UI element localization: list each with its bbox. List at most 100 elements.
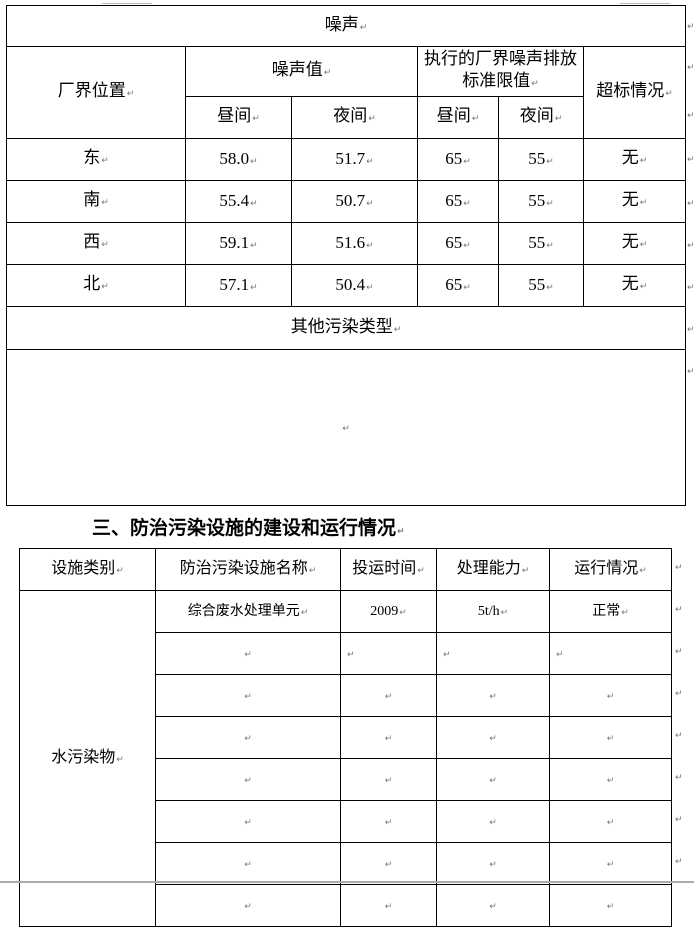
empty-cell[interactable]: ↵ — [155, 884, 341, 927]
row-end-mark: ↵ — [675, 815, 683, 825]
header-standard: 执行的厂界噪声排放标准限值 — [417, 46, 584, 97]
row-end-mark: ↵ — [687, 111, 694, 121]
location: 南 — [6, 180, 186, 223]
table-row: ↵ ↵ ↵ ↵ — [20, 842, 672, 885]
night-value: 50.4 — [291, 264, 418, 307]
empty-cell[interactable]: ↵ — [549, 842, 672, 885]
header-exceed: 超标情况 — [582, 46, 687, 139]
empty-cell[interactable]: ↵ — [549, 758, 672, 801]
header-status: 运行情况 — [549, 548, 672, 591]
empty-cell[interactable]: ↵ — [549, 716, 672, 759]
empty-cell[interactable]: ↵ — [436, 632, 550, 675]
header-noise-value: 噪声值 — [185, 46, 418, 97]
empty-cell[interactable]: ↵ — [549, 674, 672, 717]
empty-cell[interactable]: ↵ — [340, 632, 437, 675]
row-end-mark: ↵ — [687, 155, 694, 165]
table-row: 东 58.0 51.7 65 55 无 — [6, 138, 687, 181]
subheader-day: 昼间 — [185, 96, 292, 139]
row-end-mark: ↵ — [675, 689, 683, 699]
row-end-mark: ↵ — [687, 199, 694, 209]
empty-cell[interactable]: ↵ — [436, 674, 550, 717]
subheader-std-day: 昼间 — [417, 96, 499, 139]
row-end-mark: ↵ — [687, 241, 694, 251]
empty-cell[interactable]: ↵ — [549, 800, 672, 843]
std-day: 65 — [417, 180, 499, 223]
row-end-mark: ↵ — [675, 605, 683, 615]
page-bottom-edge — [0, 881, 694, 883]
row-end-mark: ↵ — [675, 857, 683, 867]
row-end-mark: ↵ — [687, 367, 694, 377]
empty-cell[interactable]: ↵ — [549, 884, 672, 927]
category-cell: 水污染物 — [19, 590, 156, 927]
day-value: 58.0 — [185, 138, 292, 181]
empty-cell[interactable]: ↵ — [340, 842, 437, 885]
empty-cell[interactable]: ↵ — [340, 674, 437, 717]
exceed: 无 — [582, 180, 687, 223]
subheader-night: 夜间 — [291, 96, 418, 139]
row-end-mark: ↵ — [687, 325, 694, 335]
empty-cell[interactable]: ↵ — [340, 716, 437, 759]
location: 北 — [6, 264, 186, 307]
table-row: ↵ ↵ ↵ ↵ — [20, 632, 672, 675]
empty-cell[interactable]: ↵ — [155, 632, 341, 675]
header-start-time: 投运时间 — [340, 548, 437, 591]
table-row: 北 57.1 50.4 65 55 无 — [6, 264, 687, 307]
capacity: 5t/h — [436, 590, 550, 633]
std-night: 55 — [498, 180, 584, 223]
noise-table: 噪声 厂界位置 噪声值 执行的厂界噪声排放标准限值 超标情况 昼间 夜间 昼间 … — [5, 5, 687, 506]
empty-cell[interactable]: ↵ — [340, 800, 437, 843]
night-value: 50.7 — [291, 180, 418, 223]
noise-title: 噪声 — [5, 5, 687, 47]
row-end-mark: ↵ — [687, 283, 694, 293]
empty-cell[interactable]: ↵ — [549, 632, 672, 675]
std-night: 55 — [498, 138, 584, 181]
night-value: 51.7 — [291, 138, 418, 181]
other-pollution-title: 其他污染类型 — [5, 306, 687, 350]
other-pollution-content[interactable]: ↵ — [5, 349, 687, 506]
row-end-mark: ↵ — [675, 647, 683, 657]
empty-cell[interactable]: ↵ — [436, 716, 550, 759]
table-row: ↵ ↵ ↵ ↵ — [20, 758, 672, 801]
empty-cell[interactable]: ↵ — [436, 884, 550, 927]
location: 东 — [6, 138, 186, 181]
empty-cell[interactable]: ↵ — [436, 800, 550, 843]
table-row: ↵ ↵ ↵ ↵ — [20, 674, 672, 717]
header-location: 厂界位置 — [6, 46, 186, 139]
std-night: 55 — [498, 264, 584, 307]
empty-cell[interactable]: ↵ — [155, 800, 341, 843]
std-day: 65 — [417, 264, 499, 307]
table-row: ↵ ↵ ↵ ↵ — [20, 800, 672, 843]
empty-cell[interactable]: ↵ — [155, 758, 341, 801]
facility-name: 综合废水处理单元 — [155, 590, 341, 633]
row-end-mark: ↵ — [675, 563, 683, 573]
empty-cell[interactable]: ↵ — [436, 842, 550, 885]
header-capacity: 处理能力 — [436, 548, 550, 591]
margin-corner-mark — [620, 0, 670, 4]
empty-cell[interactable]: ↵ — [436, 758, 550, 801]
header-category: 设施类别 — [19, 548, 156, 591]
header-row: 设施类别 防治污染设施名称 投运时间 处理能力 运行情况 — [19, 548, 672, 591]
empty-cell[interactable]: ↵ — [340, 758, 437, 801]
row-end-mark: ↵ — [675, 773, 683, 783]
section-heading: 三、防治污染设施的建设和运行情况 — [92, 513, 405, 540]
start-time: 2009 — [340, 590, 437, 633]
std-day: 65 — [417, 138, 499, 181]
margin-corner-mark — [102, 0, 152, 4]
empty-cell[interactable]: ↵ — [155, 842, 341, 885]
day-value: 59.1 — [185, 222, 292, 265]
table-row: 西 59.1 51.6 65 55 无 — [6, 222, 687, 265]
day-value: 55.4 — [185, 180, 292, 223]
table-row: 南 55.4 50.7 65 55 无 — [6, 180, 687, 223]
std-night: 55 — [498, 222, 584, 265]
day-value: 57.1 — [185, 264, 292, 307]
exceed: 无 — [582, 264, 687, 307]
exceed: 无 — [582, 222, 687, 265]
empty-cell[interactable]: ↵ — [155, 674, 341, 717]
table-row: ↵ ↵ ↵ ↵ — [20, 716, 672, 759]
empty-cell[interactable]: ↵ — [155, 716, 341, 759]
row-end-mark: ↵ — [687, 22, 694, 32]
empty-cell[interactable]: ↵ — [340, 884, 437, 927]
facility-table: 设施类别 防治污染设施名称 投运时间 处理能力 运行情况 水污染物 综合废水处理… — [19, 548, 672, 927]
exceed: 无 — [582, 138, 687, 181]
row-end-mark: ↵ — [675, 731, 683, 741]
